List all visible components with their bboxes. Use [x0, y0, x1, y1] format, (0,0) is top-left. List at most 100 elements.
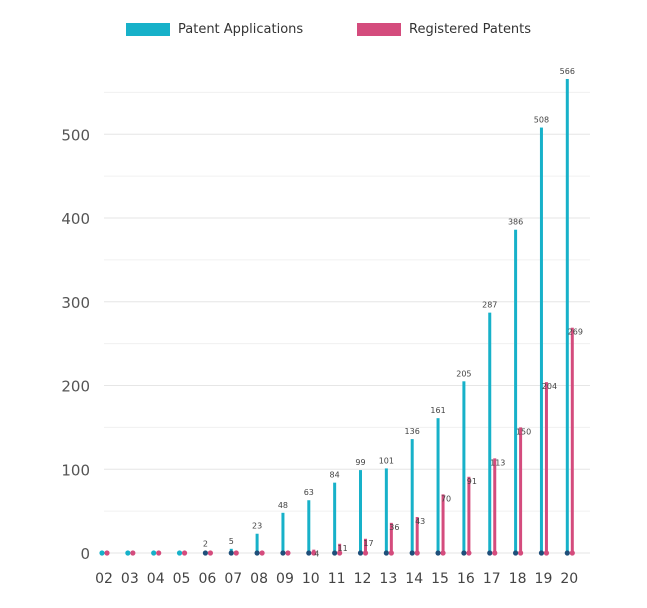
- base-dot-registered: [207, 550, 213, 556]
- x-tick-label: 16: [457, 571, 475, 587]
- data-label-applications: 48: [278, 501, 288, 510]
- base-dot-applications: [435, 550, 441, 556]
- base-dot-applications: [564, 550, 570, 556]
- legend-applications-label: Patent Applications: [178, 22, 304, 37]
- base-dot-applications: [409, 550, 415, 556]
- data-label-applications: 566: [560, 67, 575, 76]
- base-dot-registered: [440, 550, 446, 556]
- x-tick-label: 05: [173, 571, 191, 587]
- data-label-applications: 287: [482, 301, 497, 310]
- base-dot-registered: [181, 550, 188, 556]
- bar-applications: [462, 381, 466, 553]
- x-tick-label: 07: [224, 571, 242, 587]
- data-label-registered: 113: [490, 458, 505, 467]
- bar-applications: [488, 312, 492, 553]
- data-label-applications: 5: [229, 537, 234, 546]
- bar-applications: [514, 229, 518, 553]
- bar-applications: [281, 512, 285, 553]
- base-dot-applications: [538, 550, 545, 556]
- x-tick-label: 12: [354, 571, 372, 587]
- base-dot-registered: [569, 550, 575, 556]
- x-tick-label: 20: [560, 571, 578, 587]
- bar-registered: [338, 543, 342, 553]
- data-label-registered: 4: [314, 550, 319, 559]
- data-label-registered: 204: [542, 382, 557, 391]
- data-label-registered: 269: [568, 328, 583, 337]
- x-tick-label: 04: [147, 571, 165, 587]
- base-dot-applications: [202, 550, 208, 556]
- base-dot-registered: [414, 550, 420, 556]
- base-dot-applications: [280, 550, 286, 556]
- data-label-applications: 101: [379, 456, 394, 465]
- data-label-registered: 70: [441, 494, 451, 503]
- y-tick-label: 100: [61, 461, 90, 479]
- base-dot-registered: [130, 550, 136, 556]
- base-dot-registered: [233, 550, 239, 556]
- legend-applications-swatch: [126, 23, 170, 36]
- bar-applications: [565, 78, 569, 553]
- data-label-applications: 2: [203, 539, 208, 548]
- base-dot-registered: [388, 550, 394, 556]
- base-dot-applications: [513, 550, 519, 556]
- base-dot-applications: [125, 550, 131, 556]
- bar-applications: [255, 533, 259, 553]
- x-tick-label: 10: [302, 571, 320, 587]
- base-dot-registered: [311, 550, 317, 556]
- x-tick-label: 13: [379, 571, 397, 587]
- base-dot-applications: [151, 550, 157, 556]
- y-tick-label: 500: [61, 126, 90, 144]
- y-tick-label: 0: [80, 545, 90, 563]
- bar-registered: [364, 538, 367, 553]
- base-dot-applications: [228, 550, 234, 556]
- data-label-applications: 63: [304, 488, 314, 497]
- data-label-registered: 11: [338, 544, 348, 553]
- bar-registered: [415, 516, 419, 553]
- data-label-applications: 23: [252, 522, 262, 531]
- bar-registered: [544, 382, 548, 553]
- data-label-applications: 508: [534, 116, 549, 125]
- y-tick-label: 200: [61, 378, 90, 396]
- x-tick-label: 11: [328, 571, 346, 587]
- data-label-applications: 205: [456, 369, 471, 378]
- base-dot-registered: [543, 550, 550, 556]
- y-tick-label: 300: [61, 294, 90, 312]
- x-tick-label: 06: [198, 571, 216, 587]
- base-dot-applications: [99, 550, 105, 556]
- base-dot-applications: [383, 550, 389, 556]
- legend-registered-label: Registered Patents: [409, 22, 532, 37]
- base-dot-registered: [285, 550, 291, 556]
- bar-registered: [467, 476, 471, 553]
- data-label-registered: 43: [415, 517, 425, 526]
- x-tick-label: 14: [405, 571, 423, 587]
- bar-applications: [539, 127, 543, 554]
- base-dot-applications: [357, 550, 364, 556]
- data-label-registered: 36: [389, 523, 399, 532]
- x-tick-label: 17: [483, 571, 501, 587]
- data-label-applications: 136: [405, 427, 420, 436]
- base-dot-registered: [362, 550, 369, 556]
- bar-applications: [307, 500, 311, 553]
- legend-applications: Patent Applications: [126, 22, 303, 37]
- base-dot-applications: [461, 550, 467, 556]
- data-label-applications: 99: [355, 458, 365, 467]
- base-dot-applications: [176, 550, 183, 556]
- base-dot-registered: [104, 550, 110, 556]
- base-dot-registered: [259, 550, 265, 556]
- base-dot-applications: [487, 550, 493, 556]
- data-label-applications: 84: [330, 471, 340, 480]
- x-tick-label: 15: [431, 571, 449, 587]
- data-label-applications: 161: [430, 406, 445, 415]
- bar-applications: [436, 418, 440, 553]
- data-label-registered: 91: [467, 477, 477, 486]
- base-dot-registered: [518, 550, 524, 556]
- bar-registered: [493, 458, 497, 553]
- x-tick-label: 03: [121, 571, 139, 587]
- base-dot-registered: [156, 550, 162, 556]
- legend-registered: Registered Patents: [357, 22, 531, 37]
- x-tick-label: 19: [535, 571, 553, 587]
- base-dot-registered: [337, 550, 343, 556]
- bar-applications: [359, 470, 362, 553]
- x-tick-label: 02: [95, 571, 113, 587]
- base-dot-registered: [466, 550, 472, 556]
